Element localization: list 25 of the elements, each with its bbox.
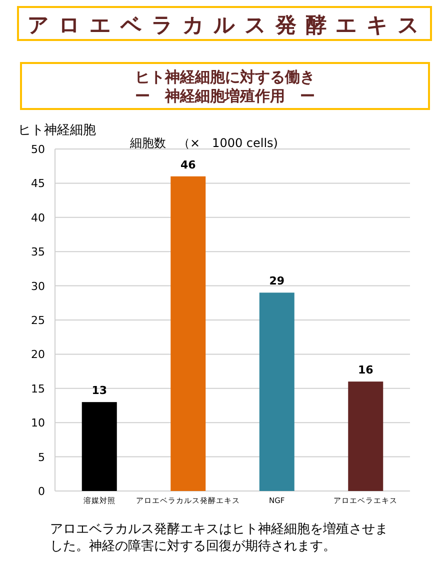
data-label: 29 [269,274,285,288]
bar [259,292,294,491]
y-tick-label: 10 [31,416,45,430]
y-tick-label: 25 [31,314,45,327]
y-tick-label: 50 [31,143,45,156]
y-tick-label: 40 [31,211,45,224]
data-label: 46 [180,158,196,172]
y-tick-label: 5 [38,450,45,464]
y-tick-label: 35 [31,246,45,259]
y-tick-label: 15 [31,382,45,396]
text: アロエベラカルス発酵エキスはヒト神経細胞を増殖させました。神経の障害に対する回復が期待されます。 [50,521,388,554]
annotation: 細胞数 （× 1000 cells) [129,136,278,150]
y-tick-label: 30 [31,280,45,293]
y-tick-label: 0 [38,485,45,498]
data-label: 13 [92,384,108,398]
chart-subtitle: ヒト神経細胞に対する働き [135,68,315,86]
bar [170,176,206,491]
y-tick-label: 20 [31,348,45,362]
bar [82,402,117,491]
y-tick-label: 45 [31,177,45,190]
y-axis-title: ヒト神経細胞 [18,123,96,138]
data-label: 16 [358,364,374,377]
chart-title: アロエベラカルス発酵エキス [28,13,428,37]
bar [348,382,384,491]
text: ー 神経細胞増殖作用 ー [135,87,315,105]
